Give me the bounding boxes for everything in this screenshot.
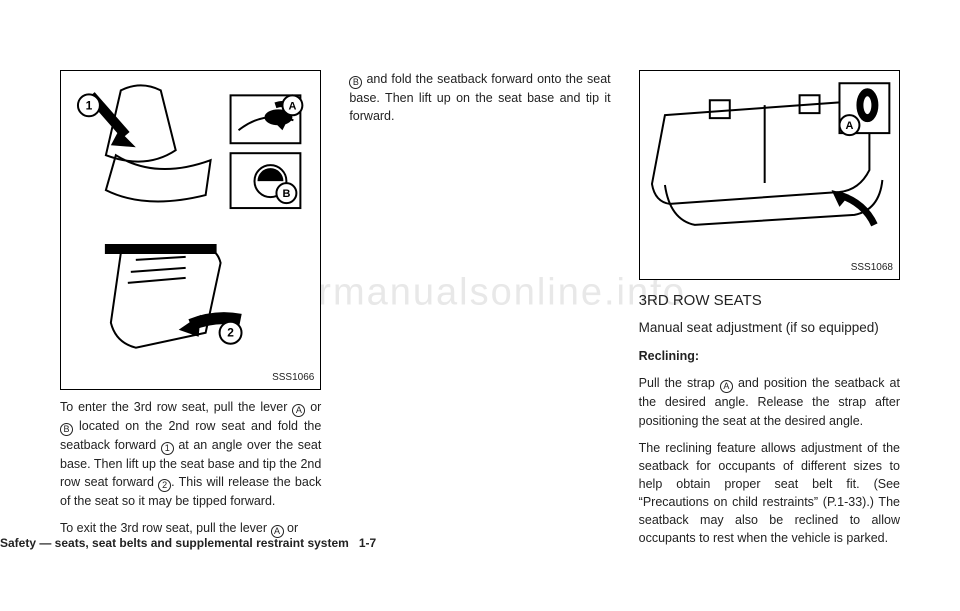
svg-text:2: 2 — [227, 326, 234, 340]
svg-text:1: 1 — [86, 98, 93, 112]
mark-b-icon: B — [60, 423, 73, 436]
figure-1-caption: SSS1066 — [272, 371, 314, 386]
col1-para2: To exit the 3rd row seat, pull the lever… — [60, 519, 321, 538]
page-footer: Safety — seats, seat belts and supplemen… — [0, 536, 840, 550]
mark-1-icon: 1 — [161, 442, 174, 455]
reclining-label: Reclining: — [639, 347, 900, 365]
column-3: A SSS1068 3RD ROW SEATS Manual seat adju… — [639, 70, 900, 556]
col2-para1: B and fold the seatback forward onto the… — [349, 70, 610, 125]
svg-text:A: A — [845, 120, 853, 132]
third-row-seat-illustration-icon: A — [640, 71, 899, 279]
col3-para2: The reclining feature allows adjustment … — [639, 439, 900, 548]
seat-fold-illustration-icon: 1 A B 2 — [61, 71, 320, 389]
content-columns: 1 A B 2 SSS1066 To enter the 3rd row sea… — [60, 70, 900, 556]
column-2: B and fold the seatback forward onto the… — [349, 70, 610, 556]
mark-a-icon: A — [292, 404, 305, 417]
mark-b-icon: B — [349, 76, 362, 89]
heading-3rd-row: 3RD ROW SEATS — [639, 290, 900, 312]
heading-manual-adjustment: Manual seat adjustment (if so equipped) — [639, 318, 900, 338]
figure-1: 1 A B 2 SSS1066 — [60, 70, 321, 390]
col1-para1: To enter the 3rd row seat, pull the leve… — [60, 398, 321, 510]
figure-2-caption: SSS1068 — [851, 261, 893, 276]
mark-a-icon: A — [720, 380, 733, 393]
column-1: 1 A B 2 SSS1066 To enter the 3rd row sea… — [60, 70, 321, 556]
svg-text:A: A — [288, 100, 296, 112]
mark-2-icon: 2 — [158, 479, 171, 492]
svg-text:B: B — [282, 188, 290, 200]
figure-2: A SSS1068 — [639, 70, 900, 280]
col3-para1: Pull the strap A and position the seatba… — [639, 374, 900, 429]
